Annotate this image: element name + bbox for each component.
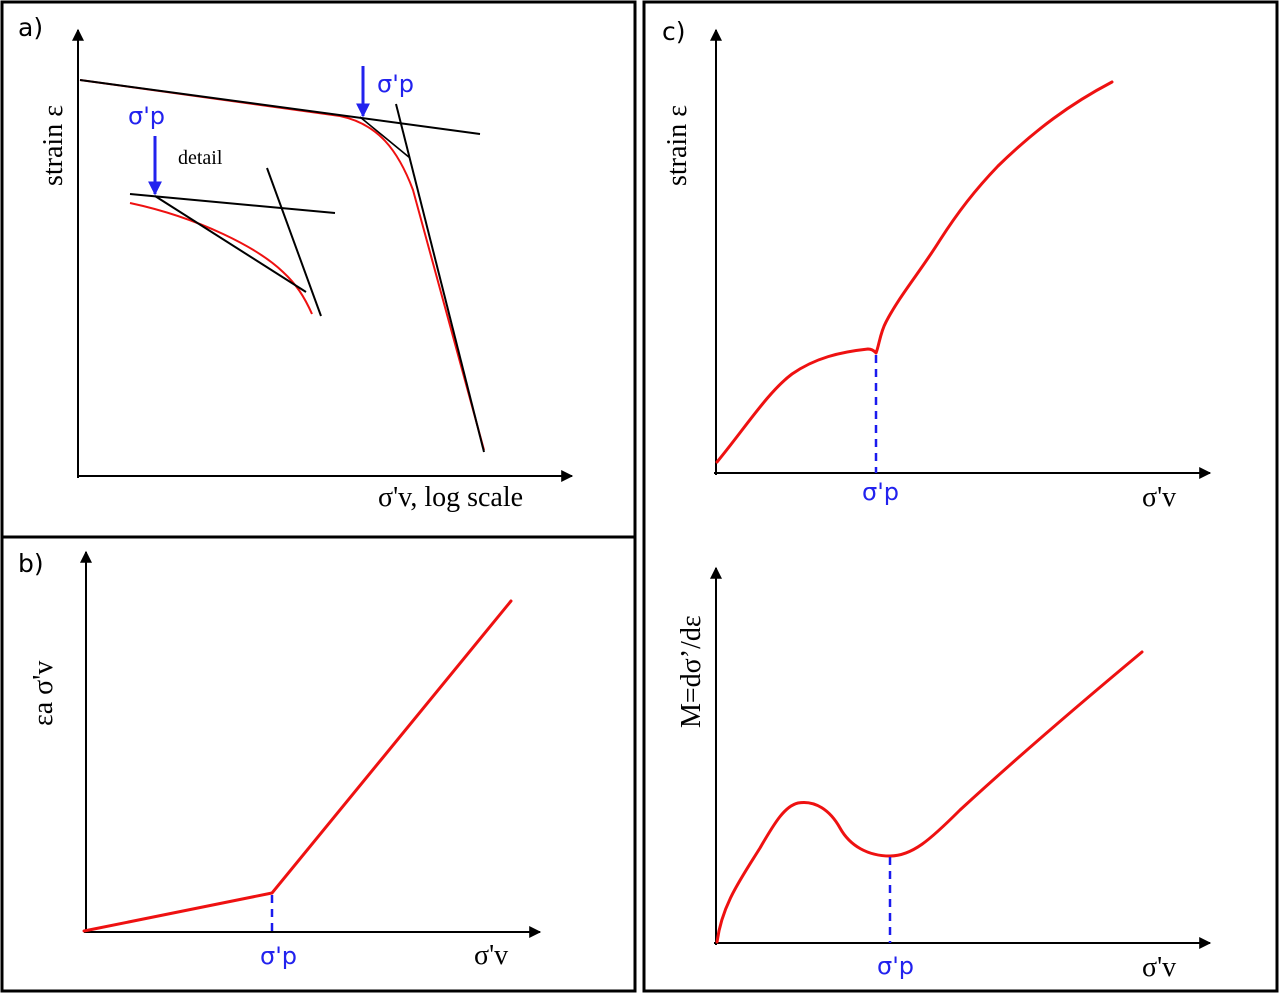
panel-c-frame (642, 0, 1279, 993)
panel-a-detail-bisector (154, 195, 307, 293)
panel-c-bottom-marker-label: σ'p (877, 952, 914, 980)
panel-b-marker-label: σ'p (260, 942, 297, 970)
panel-a: a) strain ε σ'v, log scale σ'p σ'p detai… (18, 13, 574, 513)
panel-c: c) strain ε σ'v σ'p M=dσ’/dε σ'v σ'p (662, 17, 1212, 983)
panel-b-curve (82, 599, 513, 933)
panel-b: b) εa σ'v σ'v σ'p (18, 549, 542, 971)
panel-b-y-label: εa σ'v (28, 661, 59, 726)
panel-b-tag: b) (18, 549, 44, 578)
panel-c-top-y-label: strain ε (662, 105, 693, 186)
panel-a-tangent-virgin (395, 103, 485, 453)
panel-a-tangent-recompression (79, 79, 481, 135)
panel-a-curve (79, 79, 485, 451)
panel-a-tag: a) (18, 13, 43, 42)
panel-a-detail-tangent-recompression (129, 193, 336, 214)
panel-c-top-x-label: σ'v (1142, 482, 1176, 513)
panel-a-detail-tangent-virgin (266, 167, 322, 317)
panel-c-bottom-x-label: σ'v (1142, 952, 1176, 983)
panel-a-detail-label: detail (178, 147, 223, 169)
panel-c-top-marker-label: σ'p (862, 478, 899, 506)
panel-a-marker-label: σ'p (377, 70, 414, 98)
panel-a-detail-curve (129, 202, 313, 315)
panel-c-bottom-curve (715, 650, 1144, 944)
panel-a-bisector (359, 116, 411, 159)
panel-a-y-label: strain ε (38, 105, 69, 186)
panel-a-detail-marker-label: σ'p (128, 102, 165, 130)
panel-c-top-curve (715, 80, 1114, 464)
panel-a-x-label: σ'v, log scale (378, 482, 523, 513)
panel-c-bottom-y-label: M=dσ’/dε (676, 615, 707, 728)
panel-b-x-label: σ'v (474, 940, 508, 971)
panel-c-tag: c) (662, 17, 686, 46)
panel-b-frame (0, 535, 637, 993)
